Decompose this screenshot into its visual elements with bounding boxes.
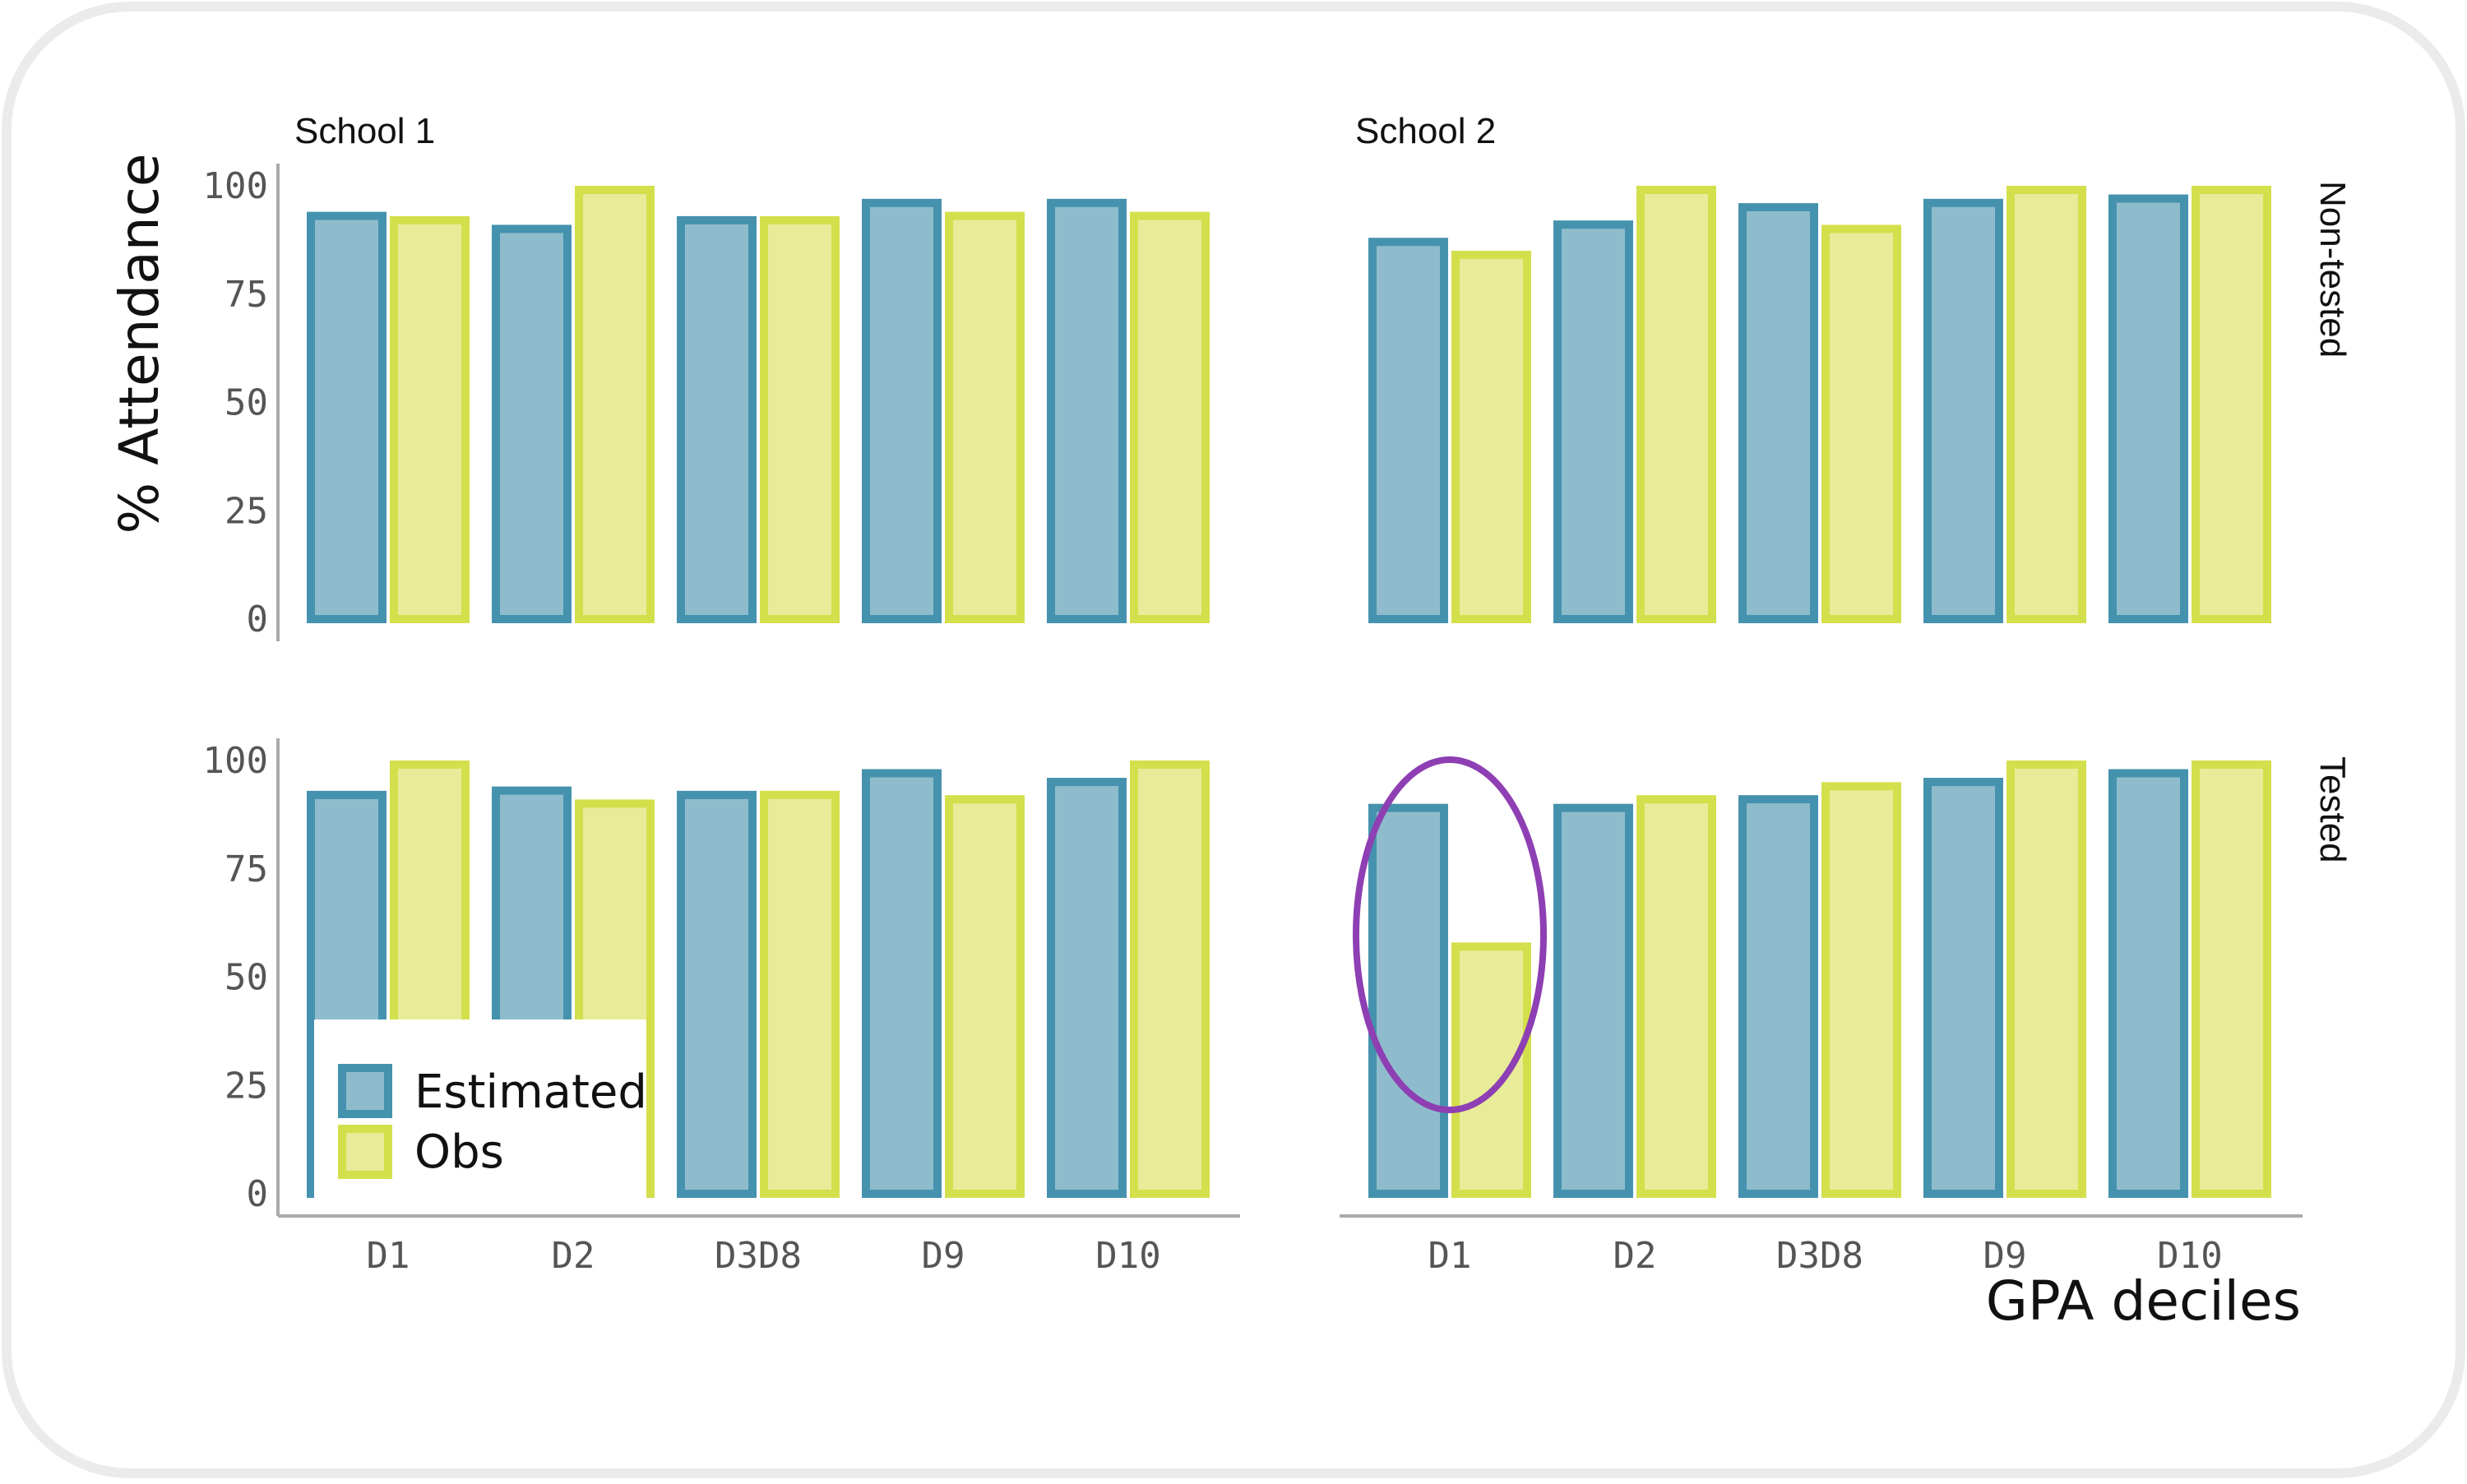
bar-school-1-non-tested-obs-d9 (945, 211, 1025, 623)
bar-school-1-tested-obs-d9 (945, 795, 1025, 1198)
panels-layer: 0 25 50 75 100 0 25 50 75 100 D1 D2 D3D8 D9 D10 D1 D2 D3D… (203, 164, 2303, 1277)
x-tick-label-school-1-tested-d3d8: D3D8 (715, 1235, 802, 1277)
x-tick-label-school-2-tested-d9: D9 (1983, 1235, 2027, 1277)
y-tick-label-school-1-non-tested-75: 75 (224, 274, 268, 316)
bar-school-2-tested-obs-d1 (1451, 942, 1531, 1198)
bar-school-1-tested-estimated-d10 (1047, 778, 1127, 1199)
x-tick-label-school-2-tested-d10: D10 (2157, 1235, 2222, 1277)
y-tick-label-school-1-tested-75: 75 (224, 848, 268, 890)
x-tick-label-school-1-tested-d10: D10 (1095, 1235, 1160, 1277)
bar-school-2-non-tested-estimated-d1 (1368, 238, 1448, 623)
legend-key-estimated (338, 1064, 392, 1118)
bar-school-1-non-tested-obs-d3d8 (760, 215, 840, 623)
bar-school-2-non-tested-obs-d3d8 (1821, 224, 1901, 623)
legend-label-obs: Obs (414, 1126, 504, 1179)
x-axis-title: GPA deciles (1986, 1269, 2301, 1333)
highlight-ellipse (1353, 756, 1547, 1113)
x-tick-label-school-2-tested-d1: D1 (1428, 1235, 1472, 1277)
bar-school-1-non-tested-estimated-d3d8 (677, 215, 757, 623)
strip-label-tested: Tested (2312, 756, 2353, 863)
legend-label-estimated: Estimated (414, 1066, 647, 1119)
facet-title-school-1: School 1 (294, 111, 435, 151)
bar-school-1-non-tested-estimated-d2 (492, 224, 572, 623)
y-tick-label-school-1-non-tested-100: 100 (203, 165, 268, 207)
bar-school-2-non-tested-obs-d10 (2192, 186, 2271, 623)
legend: Estimated Obs (314, 1019, 647, 1200)
y-tick-label-school-1-non-tested-0: 0 (247, 599, 269, 640)
bar-school-2-tested-obs-d2 (1636, 795, 1716, 1198)
x-tick-label-school-2-tested-d2: D2 (1613, 1235, 1657, 1277)
bar-school-1-non-tested-obs-d10 (1130, 211, 1210, 623)
bar-school-1-non-tested-estimated-d1 (307, 211, 386, 623)
facet-title-school-2: School 2 (1355, 111, 1496, 151)
bar-school-1-non-tested-obs-d1 (390, 215, 470, 623)
x-tick-label-school-1-tested-d9: D9 (922, 1235, 965, 1277)
bar-school-2-non-tested-obs-d9 (2006, 186, 2086, 623)
bar-school-1-non-tested-obs-d2 (575, 186, 655, 623)
y-tick-label-school-1-tested-0: 0 (247, 1173, 269, 1215)
strip-label-non-tested: Non-tested (2312, 181, 2353, 358)
bar-school-2-non-tested-estimated-d10 (2108, 194, 2188, 623)
bar-school-1-tested-obs-d3d8 (760, 790, 840, 1198)
bar-school-2-non-tested-estimated-d2 (1553, 220, 1633, 623)
y-tick-label-school-1-tested-25: 25 (224, 1065, 268, 1107)
bar-school-1-non-tested-estimated-d10 (1047, 198, 1127, 623)
panel-school-1-tested: 0 25 50 75 100 D1 D2 D3D8 D9 D10 (203, 738, 1240, 1277)
bar-school-2-tested-estimated-d3d8 (1738, 795, 1818, 1198)
x-tick-label-school-1-tested-d2: D2 (552, 1235, 595, 1277)
panel-school-2-tested: D1 D2 D3D8 D9 D10 (1340, 760, 2303, 1277)
bar-school-1-tested-estimated-d3d8 (677, 790, 757, 1198)
bar-school-2-non-tested-estimated-d9 (1923, 198, 2003, 623)
bar-school-2-tested-obs-d9 (2006, 760, 2086, 1198)
y-tick-label-school-1-tested-50: 50 (224, 957, 268, 999)
bar-school-2-non-tested-obs-d1 (1451, 251, 1531, 623)
panel-school-2-non-tested (1368, 186, 2271, 624)
bar-school-1-tested-obs-d10 (1130, 760, 1210, 1198)
x-tick-label-school-2-tested-d3d8: D3D8 (1776, 1235, 1863, 1277)
y-axis-title: % Attendance (108, 154, 171, 534)
bar-school-2-tested-obs-d10 (2192, 760, 2271, 1198)
bar-school-1-non-tested-estimated-d9 (862, 198, 942, 623)
panel-school-1-non-tested: 0 25 50 75 100 (203, 164, 1210, 641)
bar-school-1-tested-estimated-d9 (862, 769, 942, 1198)
bar-school-2-non-tested-estimated-d3d8 (1738, 203, 1818, 624)
bar-school-2-tested-estimated-d2 (1553, 803, 1633, 1198)
bar-school-2-tested-obs-d3d8 (1821, 782, 1901, 1198)
y-tick-label-school-1-non-tested-25: 25 (224, 490, 268, 532)
bar-school-2-non-tested-obs-d2 (1636, 186, 1716, 623)
bar-school-2-tested-estimated-d9 (1923, 778, 2003, 1199)
bar-school-2-tested-estimated-d10 (2108, 769, 2188, 1198)
legend-key-obs (338, 1125, 392, 1179)
y-tick-label-school-1-tested-100: 100 (203, 740, 268, 782)
y-tick-label-school-1-non-tested-50: 50 (224, 382, 268, 424)
x-tick-label-school-1-tested-d1: D1 (367, 1235, 410, 1277)
bar-school-2-tested-estimated-d1 (1368, 803, 1448, 1198)
